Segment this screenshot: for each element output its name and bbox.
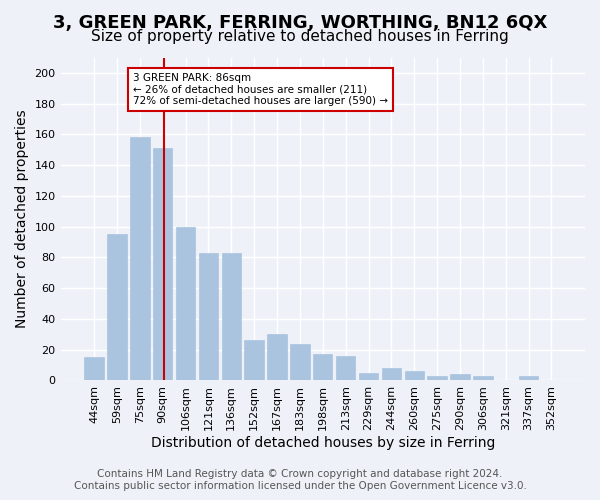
Y-axis label: Number of detached properties: Number of detached properties [15, 110, 29, 328]
Bar [107, 234, 127, 380]
Bar [382, 368, 401, 380]
Bar [313, 354, 332, 380]
Bar [221, 253, 241, 380]
Bar [153, 148, 172, 380]
Bar [290, 344, 310, 380]
Bar [268, 334, 287, 380]
Bar [244, 340, 264, 380]
Bar [176, 226, 195, 380]
Bar [336, 356, 355, 380]
Text: Contains HM Land Registry data © Crown copyright and database right 2024.
Contai: Contains HM Land Registry data © Crown c… [74, 470, 526, 491]
Bar [404, 371, 424, 380]
Bar [359, 373, 378, 380]
Bar [85, 358, 104, 380]
Bar [199, 253, 218, 380]
Text: 3, GREEN PARK, FERRING, WORTHING, BN12 6QX: 3, GREEN PARK, FERRING, WORTHING, BN12 6… [53, 14, 547, 32]
Text: Size of property relative to detached houses in Ferring: Size of property relative to detached ho… [91, 29, 509, 44]
Bar [450, 374, 470, 380]
Bar [519, 376, 538, 380]
Text: 3 GREEN PARK: 86sqm
← 26% of detached houses are smaller (211)
72% of semi-detac: 3 GREEN PARK: 86sqm ← 26% of detached ho… [133, 73, 388, 106]
Bar [473, 376, 493, 380]
Bar [130, 138, 149, 380]
Bar [427, 376, 447, 380]
X-axis label: Distribution of detached houses by size in Ferring: Distribution of detached houses by size … [151, 436, 495, 450]
